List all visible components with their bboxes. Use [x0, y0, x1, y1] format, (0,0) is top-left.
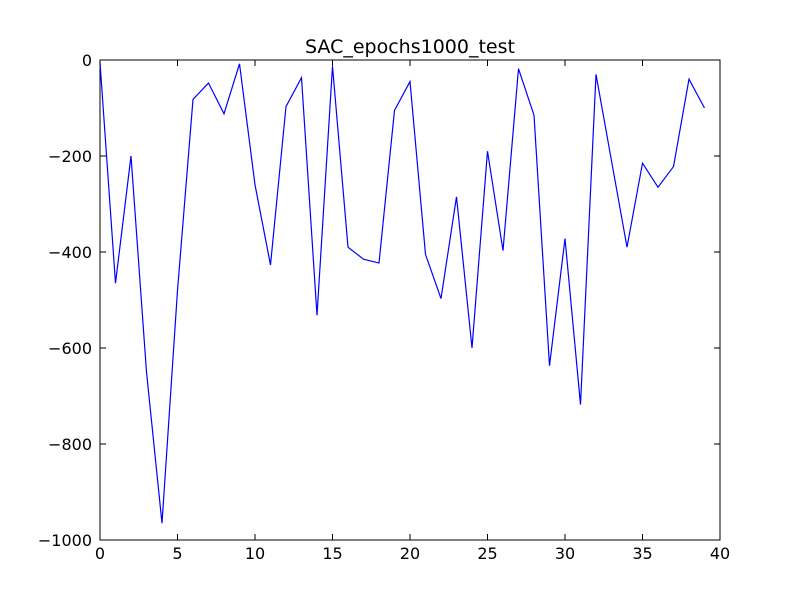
y-tick-label: −400 — [48, 243, 92, 262]
y-tick-label: 0 — [82, 51, 92, 70]
x-tick-label: 30 — [555, 544, 575, 563]
x-tick-label: 15 — [322, 544, 342, 563]
y-tick-label: −1000 — [38, 531, 92, 550]
x-tick-label: 5 — [172, 544, 182, 563]
chart-title: SAC_epochs1000_test — [305, 36, 515, 58]
x-tick-label: 0 — [95, 544, 105, 563]
x-tick-label: 40 — [710, 544, 730, 563]
x-tick-label: 25 — [477, 544, 497, 563]
y-tick-label: −800 — [48, 435, 92, 454]
plot-area-frame — [99, 59, 721, 541]
ticks-layer: 0 5 10 15 20 25 30 35 40 0 −200 −400 −600 −800 −1000 — [38, 51, 730, 563]
series-line — [99, 62, 706, 524]
series-layer — [99, 62, 706, 524]
x-tick-label: 10 — [245, 544, 265, 563]
x-tick-label: 20 — [400, 544, 420, 563]
y-tick-label: −200 — [48, 147, 92, 166]
x-tick-label: 35 — [632, 544, 652, 563]
y-tick-label: −600 — [48, 339, 92, 358]
